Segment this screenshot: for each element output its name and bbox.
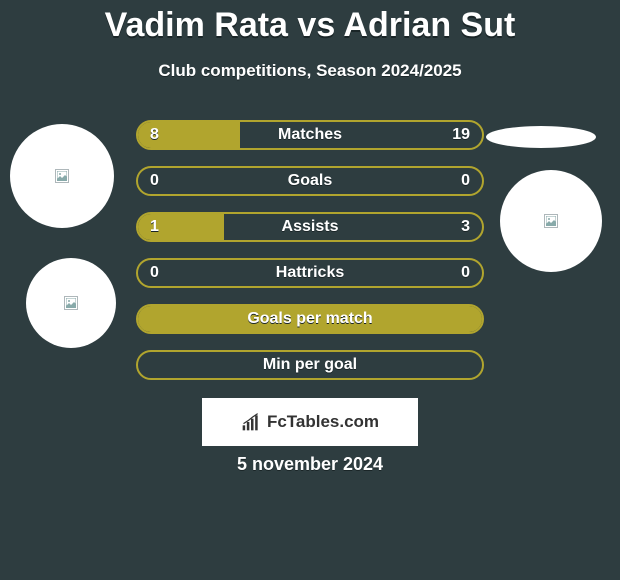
stat-bar-goals: 0 Goals 0 [136, 166, 484, 196]
stat-bar-assists: 1 Assists 3 [136, 212, 484, 242]
image-placeholder-icon [55, 169, 69, 183]
snapshot-date: 5 november 2024 [0, 454, 620, 475]
stat-label: Min per goal [263, 356, 357, 374]
stat-bar-goals-per-match: Goals per match [136, 304, 484, 334]
stat-value-left: 0 [150, 264, 159, 282]
stat-label: Hattricks [276, 264, 344, 282]
stat-label: Matches [278, 126, 342, 144]
stat-value-right: 3 [461, 218, 470, 236]
player-avatar-2 [500, 170, 602, 272]
image-placeholder-icon [64, 296, 78, 310]
player-avatar-3 [26, 258, 116, 348]
comparison-title: Vadim Rata vs Adrian Sut [0, 6, 620, 45]
stat-bar-min-per-goal: Min per goal [136, 350, 484, 380]
stat-bar-hattricks: 0 Hattricks 0 [136, 258, 484, 288]
fctables-label: FcTables.com [267, 412, 379, 432]
stat-value-left: 1 [150, 218, 159, 236]
stat-value-left: 8 [150, 126, 159, 144]
comparison-chart: 8 Matches 19 0 Goals 0 1 Assists 3 0 Hattricks 0 Goa… [136, 120, 484, 396]
stat-label: Goals [288, 172, 332, 190]
stat-label: Goals per match [247, 310, 372, 328]
player-avatar-1 [486, 126, 596, 148]
stat-label: Assists [282, 218, 339, 236]
image-placeholder-icon [544, 214, 558, 228]
fctables-watermark: FcTables.com [202, 398, 418, 446]
stat-value-right: 19 [452, 126, 470, 144]
stat-bar-matches: 8 Matches 19 [136, 120, 484, 150]
stat-value-right: 0 [461, 264, 470, 282]
player-avatar-0 [10, 124, 114, 228]
comparison-subtitle: Club competitions, Season 2024/2025 [0, 61, 620, 81]
fctables-logo-icon [241, 412, 261, 432]
stat-value-right: 0 [461, 172, 470, 190]
stat-value-left: 0 [150, 172, 159, 190]
